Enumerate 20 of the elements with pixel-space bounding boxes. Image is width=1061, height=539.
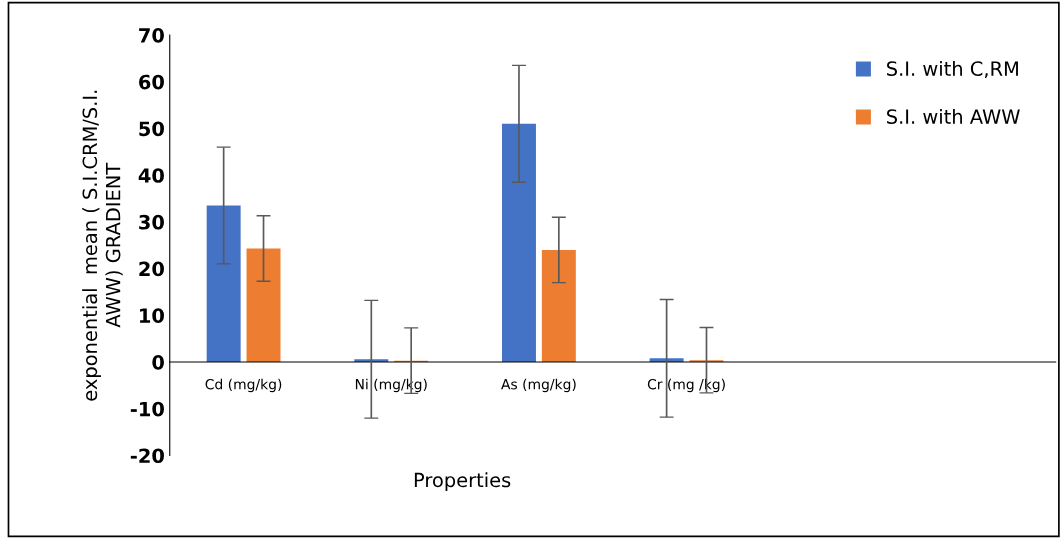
y-tick-label: 50 bbox=[139, 121, 164, 137]
y-tick-label: 70 bbox=[139, 27, 164, 43]
legend-label: S.I. with C,RM bbox=[887, 60, 1018, 78]
x-tick-label: As (mg/kg) bbox=[501, 378, 576, 393]
x-axis-title: Properties bbox=[414, 472, 511, 492]
y-axis-title: exponential mean ( S.I.CRM/S.I. AWW) GRADIENT bbox=[82, 90, 123, 401]
x-tick-label: Cd (mg/kg) bbox=[205, 378, 282, 393]
bar bbox=[246, 248, 281, 363]
y-tick-label: -10 bbox=[130, 401, 164, 417]
bar bbox=[501, 123, 536, 363]
y-tick-label: 30 bbox=[139, 214, 164, 230]
y-tick-label: 60 bbox=[139, 74, 164, 90]
y-tick-label: 40 bbox=[138, 168, 164, 183]
bar bbox=[541, 249, 576, 363]
y-tick-label: -20 bbox=[130, 448, 164, 464]
y-tick-label: 20 bbox=[139, 261, 164, 277]
legend-label: S.I. with AWW bbox=[887, 108, 1020, 124]
y-tick-label: 10 bbox=[140, 308, 164, 323]
bar bbox=[206, 205, 241, 363]
y-tick-label: 0 bbox=[152, 354, 164, 370]
